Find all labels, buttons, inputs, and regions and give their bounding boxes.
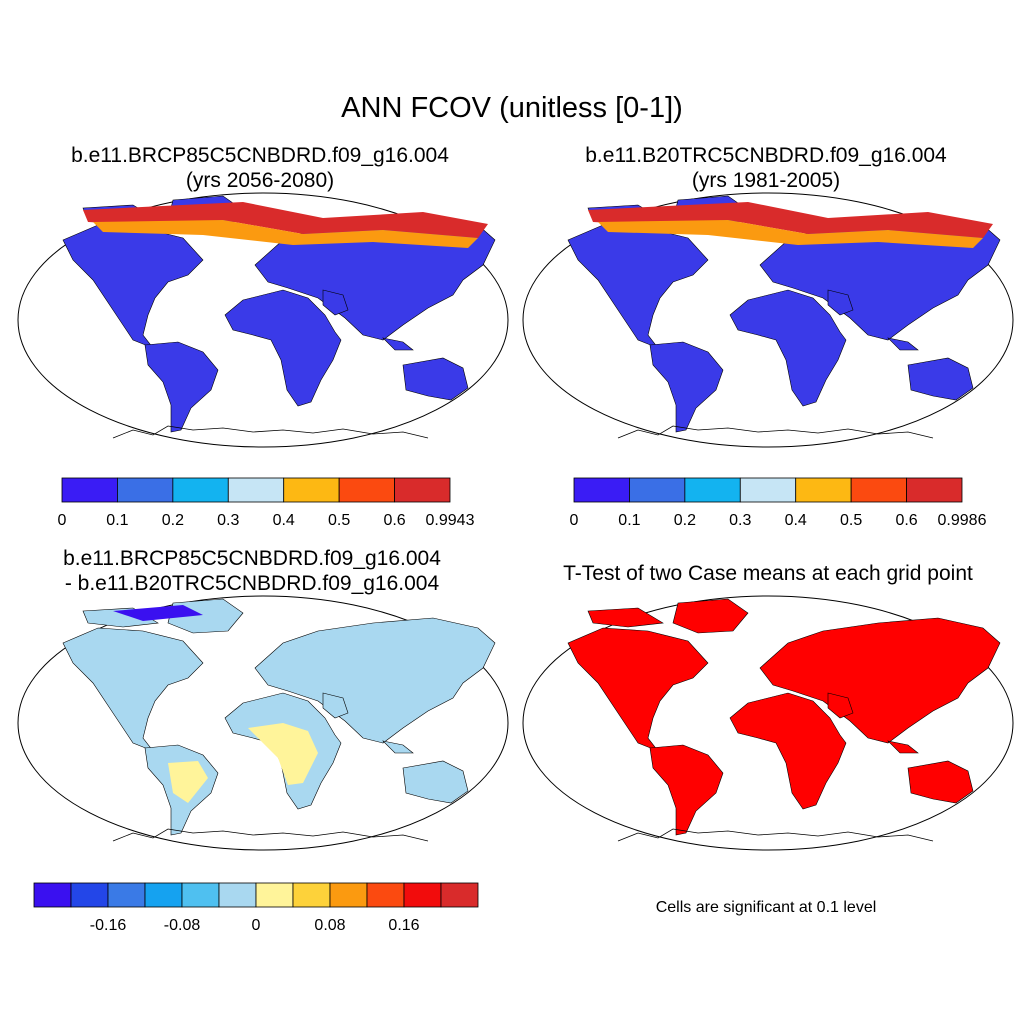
colorbar-difference-box xyxy=(70,882,109,908)
panel2-title-line2: (yrs 1981-2005) xyxy=(691,169,841,192)
colorbar-case1: 0 0.1 0.2 0.3 0.4 0.5 0.6 0.9943 xyxy=(58,477,475,529)
colorbar-case1-box xyxy=(117,477,174,503)
boreal-band2-case2 xyxy=(598,220,983,248)
boreal-band-case1 xyxy=(83,202,488,238)
colorbar-case2-box xyxy=(850,477,907,503)
panel1-title-line1: b.e11.BRCP85C5CNBDRD.f09_g16.004 xyxy=(71,144,449,167)
colorbar-difference-box xyxy=(144,882,183,908)
colorbar-case2-box xyxy=(906,477,963,503)
panel2-title-line1: b.e11.B20TRC5CNBDRD.f09_g16.004 xyxy=(585,144,947,167)
map-case2 xyxy=(522,192,1014,448)
colorbar-case2-box xyxy=(684,477,741,503)
colorbar-case2-tick-label: 0.3 xyxy=(729,512,751,529)
colorbar-difference-box xyxy=(181,882,220,908)
panel1-title-line2: (yrs 2056-2080) xyxy=(185,169,335,192)
colorbar-case1-box xyxy=(61,477,118,503)
colorbar-difference-tick-label: -0.08 xyxy=(164,917,201,934)
colorbar-case2-box xyxy=(629,477,686,503)
colorbar-case2-box xyxy=(739,477,797,503)
colorbar-case2-tick-label: 0.5 xyxy=(840,512,862,529)
warm-region-samerica xyxy=(168,761,208,803)
panel3-title: b.e11.BRCP85C5CNBDRD.f09_g16.004 - b.e11… xyxy=(2,546,502,596)
colorbar-difference-tick-label: 0 xyxy=(252,917,261,934)
map-ttest xyxy=(522,595,1014,851)
colorbar-difference-box xyxy=(292,882,331,908)
main-title: ANN FCOV (unitless [0-1]) xyxy=(341,92,683,124)
boreal-band-case2 xyxy=(588,202,993,238)
colorbar-case1-box xyxy=(338,477,395,503)
colorbar-case2-tick-label: 0.9986 xyxy=(938,512,987,529)
colorbar-difference-box xyxy=(329,882,368,908)
colorbar-case2-tick-label: 0.1 xyxy=(618,512,640,529)
panel4-title: T-Test of two Case means at each grid po… xyxy=(518,561,1018,586)
colorbar-case1-tick-label: 0.6 xyxy=(383,512,405,529)
map-case1 xyxy=(17,192,509,448)
colorbar-case1-box xyxy=(227,477,285,503)
colorbar-difference-box xyxy=(33,882,72,908)
colorbar-case1-tick-label: 0 xyxy=(58,512,67,529)
colorbar-case1-tick-label: 0.3 xyxy=(217,512,239,529)
colorbar-difference-tick-label: -0.16 xyxy=(90,917,127,934)
colorbar-case1-box xyxy=(283,477,340,503)
panel2-title: b.e11.B20TRC5CNBDRD.f09_g16.004 (yrs 198… xyxy=(516,143,1016,193)
colorbar-difference-box xyxy=(440,882,479,908)
colorbar-case1-tick-label: 0.4 xyxy=(273,512,295,529)
colorbar-case2-tick-label: 0 xyxy=(570,512,579,529)
colorbar-difference-box xyxy=(366,882,405,908)
colorbar-difference: -0.16 -0.08 0 0.08 0.16 xyxy=(33,882,479,934)
map-difference xyxy=(17,595,509,851)
colorbar-difference-box xyxy=(403,882,442,908)
colorbar-case2-tick-label: 0.2 xyxy=(674,512,696,529)
significance-note: Cells are significant at 0.1 level xyxy=(655,899,877,916)
colorbar-case2-tick-label: 0.6 xyxy=(895,512,917,529)
panel3-title-line1: b.e11.BRCP85C5CNBDRD.f09_g16.004 xyxy=(63,547,441,570)
colorbar-case2-box xyxy=(573,477,630,503)
panel1-title: b.e11.BRCP85C5CNBDRD.f09_g16.004 (yrs 20… xyxy=(10,143,510,193)
panel3-title-line2: - b.e11.B20TRC5CNBDRD.f09_g16.004 xyxy=(64,572,440,595)
colorbar-case1-tick-label: 0.1 xyxy=(106,512,128,529)
colorbar-case1-tick-label: 0.5 xyxy=(328,512,350,529)
colorbar-case1-box xyxy=(394,477,451,503)
warm-region-africa xyxy=(248,723,318,785)
colorbar-case1-tick-label: 0.2 xyxy=(162,512,184,529)
colorbar-case2: 0 0.1 0.2 0.3 0.4 0.5 0.6 0.9986 xyxy=(570,477,987,529)
colorbar-difference-box xyxy=(107,882,146,908)
panel4-title-line1: T-Test of two Case means at each grid po… xyxy=(563,562,973,585)
colorbar-difference-tick-label: 0.08 xyxy=(314,917,345,934)
boreal-band2-case1 xyxy=(93,220,478,248)
colorbar-difference-box xyxy=(218,882,257,908)
colorbar-difference-tick-label: 0.16 xyxy=(388,917,419,934)
colorbar-case2-box xyxy=(795,477,852,503)
colorbar-difference-box xyxy=(255,882,294,908)
colorbar-case2-tick-label: 0.4 xyxy=(785,512,807,529)
cool-region-arctic xyxy=(113,605,203,621)
colorbar-case1-tick-label: 0.9943 xyxy=(426,512,475,529)
colorbar-case1-box xyxy=(172,477,229,503)
